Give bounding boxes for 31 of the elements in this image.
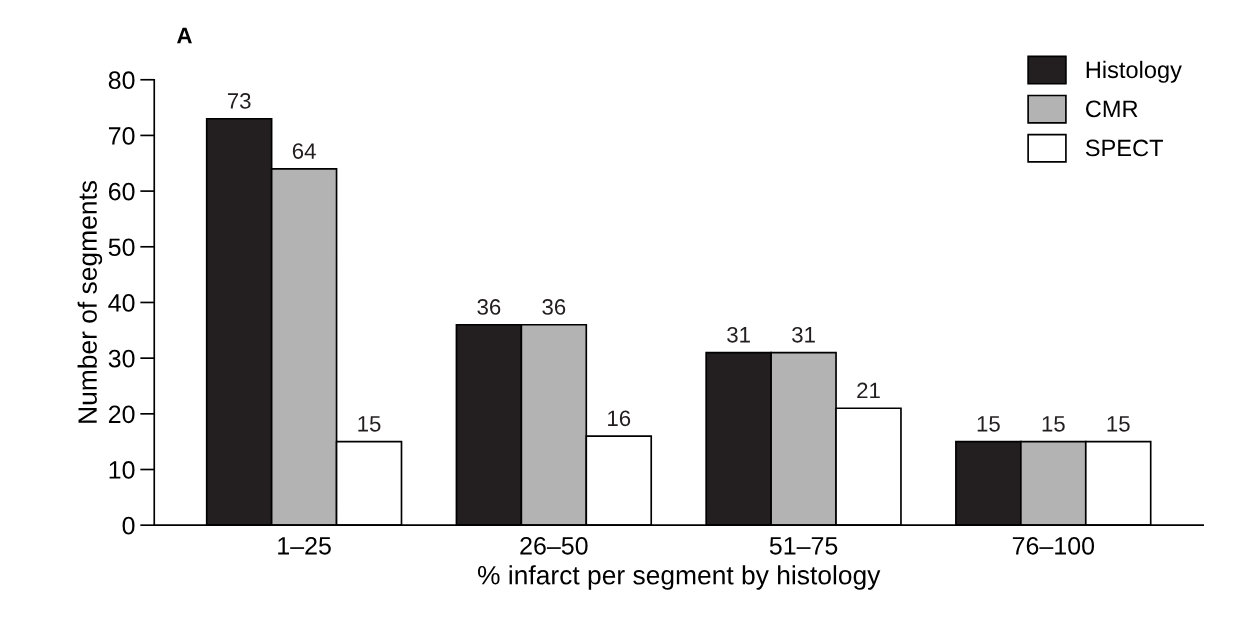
legend-label: CMR	[1085, 100, 1138, 118]
x-axis-title: % infarct per segment by histology	[477, 565, 881, 590]
legend-label: Histology	[1086, 60, 1182, 83]
chart-title: A	[177, 27, 192, 44]
y-tick-label: 20	[108, 405, 135, 424]
y-tick-label: 50	[108, 238, 135, 257]
data-label: 21	[857, 382, 880, 399]
y-tick-label: 70	[108, 127, 135, 145]
data-label: 16	[608, 410, 631, 427]
y-tick-label: 40	[108, 294, 135, 312]
y-axis-title: Number of segments	[77, 180, 103, 423]
y-tick-label: 80	[108, 71, 135, 90]
x-tick-label: 26–50	[520, 536, 588, 555]
data-label: 36	[542, 299, 566, 315]
y-tick-label: 60	[108, 182, 135, 201]
y-tick-label: 0	[122, 516, 135, 535]
x-tick-label: 1–25	[278, 536, 331, 555]
x-tick-label: 51–75	[769, 537, 838, 555]
data-label: 36	[477, 299, 501, 315]
data-label: 64	[292, 143, 316, 159]
data-label: 73	[227, 93, 251, 109]
y-tick-label: 30	[108, 349, 135, 368]
y-tick-label: 10	[109, 461, 135, 479]
data-label: 15	[977, 416, 1000, 432]
legend-label: SPECT	[1085, 139, 1163, 157]
data-label: 15	[1042, 416, 1065, 432]
x-tick-label: 76–100	[1012, 536, 1095, 555]
data-label: 31	[792, 326, 815, 343]
data-label: 15	[1107, 416, 1130, 432]
data-label: 15	[358, 416, 381, 432]
data-label: 31	[727, 326, 750, 343]
